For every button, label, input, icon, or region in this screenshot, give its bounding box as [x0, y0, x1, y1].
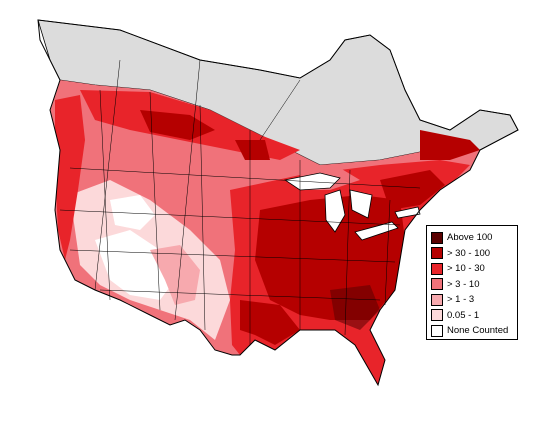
legend-item: 0.05 - 1 [431, 308, 513, 324]
great-lakes [283, 172, 421, 241]
legend-swatch [431, 278, 443, 291]
continent-outline [37, 19, 519, 387]
legend-swatch [431, 231, 443, 244]
legend-label: None Counted [447, 325, 509, 337]
legend-item: > 3 - 10 [431, 277, 513, 293]
legend-swatch [431, 247, 443, 260]
legend-label: > 3 - 10 [447, 278, 480, 290]
legend: Above 100 > 30 - 100 > 10 - 30 > 3 - 10 … [426, 225, 518, 340]
region-boundaries [59, 59, 421, 345]
legend-item: > 10 - 30 [431, 261, 513, 277]
abundance-layer [50, 80, 480, 385]
legend-swatch [431, 293, 443, 306]
legend-label: 0.05 - 1 [447, 309, 480, 321]
legend-item: > 1 - 3 [431, 292, 513, 308]
legend-swatch [431, 309, 443, 322]
legend-label: > 10 - 30 [447, 263, 485, 275]
legend-swatch [431, 262, 443, 275]
legend-swatch [431, 324, 443, 337]
legend-label: Above 100 [447, 232, 493, 244]
legend-item: Above 100 [431, 230, 513, 246]
legend-label: > 30 - 100 [447, 247, 491, 259]
legend-label: > 1 - 3 [447, 294, 475, 306]
legend-item: None Counted [431, 323, 513, 339]
legend-item: > 30 - 100 [431, 246, 513, 262]
